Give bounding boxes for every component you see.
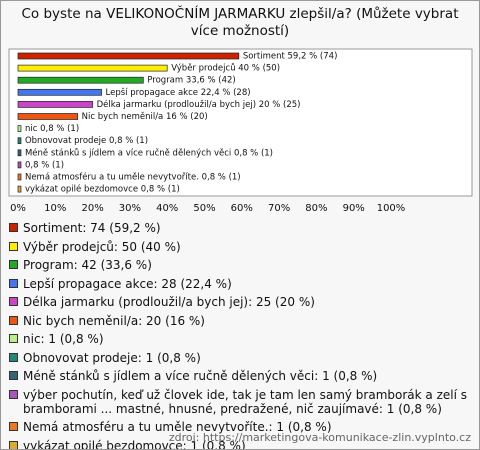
legend-swatch bbox=[9, 440, 18, 449]
bar bbox=[17, 101, 93, 108]
data-label: Nemá atmosféru a tu uměle nevytvoříte. 0… bbox=[25, 172, 241, 183]
bar bbox=[17, 149, 22, 157]
legend-item: Méně stánků s jídlem a více ručně dělený… bbox=[9, 369, 471, 383]
bar bbox=[17, 88, 102, 96]
data-label: Sortiment 59,2 % (74) bbox=[243, 52, 338, 62]
chart-title: Co byste na VELIKONOČNÍM JARMARKU zlepši… bbox=[21, 6, 459, 39]
legend-swatch bbox=[9, 352, 18, 362]
data-label: Méně stánků s jídlem a více ručně dělený… bbox=[25, 147, 273, 158]
legend-swatch bbox=[9, 389, 18, 399]
bar bbox=[17, 137, 22, 145]
legend-text: Obnovovat prodeje: 1 (0,8 %) bbox=[23, 350, 201, 365]
data-label: 0,8 % (1) bbox=[25, 160, 64, 170]
legend-item: Program: 42 (33,6 %) bbox=[9, 258, 471, 272]
legend-text: Nic bych neměnil/a: 20 (16 %) bbox=[23, 313, 205, 328]
x-tick-label: 80% bbox=[305, 203, 327, 214]
legend-text: vykázat opilé bezdomovce: 1 (0,8 %) bbox=[23, 438, 246, 450]
legend-swatch bbox=[9, 315, 18, 325]
plot-area bbox=[8, 48, 473, 197]
legend-item: Délka jarmarku (prodloužil/a bych jej): … bbox=[9, 295, 471, 309]
legend-swatch bbox=[9, 241, 18, 251]
legend-text: Délka jarmarku (prodloužil/a bych jej): … bbox=[23, 295, 315, 309]
bar bbox=[17, 185, 22, 193]
data-label: Obnovovat prodeje 0,8 % (1) bbox=[25, 136, 148, 146]
legend-item: Nic bych neměnil/a: 20 (16 %) bbox=[9, 314, 471, 328]
data-label: Lepší propagace akce 22,4 % (28) bbox=[106, 87, 251, 98]
legend-item: vykázat opilé bezdomovce: 1 (0,8 %) bbox=[9, 438, 471, 450]
legend-swatch bbox=[9, 334, 18, 343]
bar bbox=[17, 52, 240, 60]
legend-text: Méně stánků s jídlem a více ručně dělený… bbox=[23, 369, 378, 383]
x-tick-label: 100% bbox=[377, 203, 406, 214]
legend-item: Výběr prodejců: 50 (40 %) bbox=[9, 240, 471, 254]
x-tick-label: 0% bbox=[10, 203, 26, 214]
legend-item: Obnovovat prodeje: 1 (0,8 %) bbox=[9, 351, 471, 365]
bar bbox=[17, 113, 79, 120]
legend-swatch bbox=[9, 422, 18, 431]
legend-swatch bbox=[9, 371, 18, 380]
legend-item: nic: 1 (0,8 %) bbox=[9, 332, 471, 346]
source: zdroj: https://marketingova-komunikace-z… bbox=[168, 431, 471, 444]
legend-text: Program: 42 (33,6 %) bbox=[23, 258, 152, 272]
x-tick-label: 40% bbox=[156, 203, 178, 214]
data-label: Délka jarmarku (prodloužil/a bych jej) 2… bbox=[97, 99, 301, 110]
legend-swatch bbox=[9, 260, 18, 269]
legend-item: Sortiment: 74 (59,2 %) bbox=[9, 221, 471, 235]
bar bbox=[17, 125, 22, 132]
x-tick-label: 30% bbox=[119, 203, 141, 214]
legend-item: Lepší propagace akce: 28 (22,4 %) bbox=[9, 277, 471, 291]
bar bbox=[17, 161, 22, 169]
legend: Sortiment: 74 (59,2 %) Výběr prodejců: 50… bbox=[9, 221, 471, 450]
legend-item: Nemá atmosféru a tu uměle nevytvoříte.: … bbox=[9, 420, 471, 434]
data-label: nic 0,8 % (1) bbox=[25, 124, 79, 134]
data-label: Výběr prodejců 40 % (50) bbox=[171, 63, 280, 74]
x-tick-label: 50% bbox=[193, 203, 215, 214]
x-tick-label: 90% bbox=[343, 203, 365, 214]
legend-swatch bbox=[9, 278, 18, 288]
legend-text: Sortiment: 74 (59,2 %) bbox=[23, 221, 161, 235]
legend-swatch bbox=[9, 297, 18, 306]
data-label: Nic bych neměnil/a 16 % (20) bbox=[82, 112, 208, 122]
bar bbox=[17, 76, 144, 84]
legend-text: Lepší propagace akce: 28 (22,4 %) bbox=[23, 276, 232, 291]
legend-item: výber pochutín, keď už človek ide, tak j… bbox=[9, 388, 471, 416]
x-tick-label: 10% bbox=[44, 203, 66, 214]
x-tick-label: 20% bbox=[81, 203, 103, 214]
bar bbox=[17, 64, 168, 72]
x-tick-label: 70% bbox=[268, 203, 290, 214]
data-label: Program 33,6 % (42) bbox=[147, 76, 235, 86]
legend-text: nic: 1 (0,8 %) bbox=[23, 332, 104, 346]
legend-text: výber pochutín, keď už človek ide, tak j… bbox=[23, 387, 467, 416]
bar bbox=[17, 173, 22, 181]
chart: 0% 10% 20% 30% 40% 50% 60% 70% 80% 90% 100% Sortime… bbox=[8, 48, 473, 214]
x-tick-label: 60% bbox=[231, 203, 253, 214]
legend-text: Nemá atmosféru a tu uměle nevytvoříte.: … bbox=[23, 420, 332, 434]
data-label: vykázat opilé bezdomovce 0,8 % (1) bbox=[25, 184, 180, 195]
legend-text: Výběr prodejců: 50 (40 %) bbox=[23, 239, 181, 254]
legend-swatch bbox=[9, 223, 18, 232]
